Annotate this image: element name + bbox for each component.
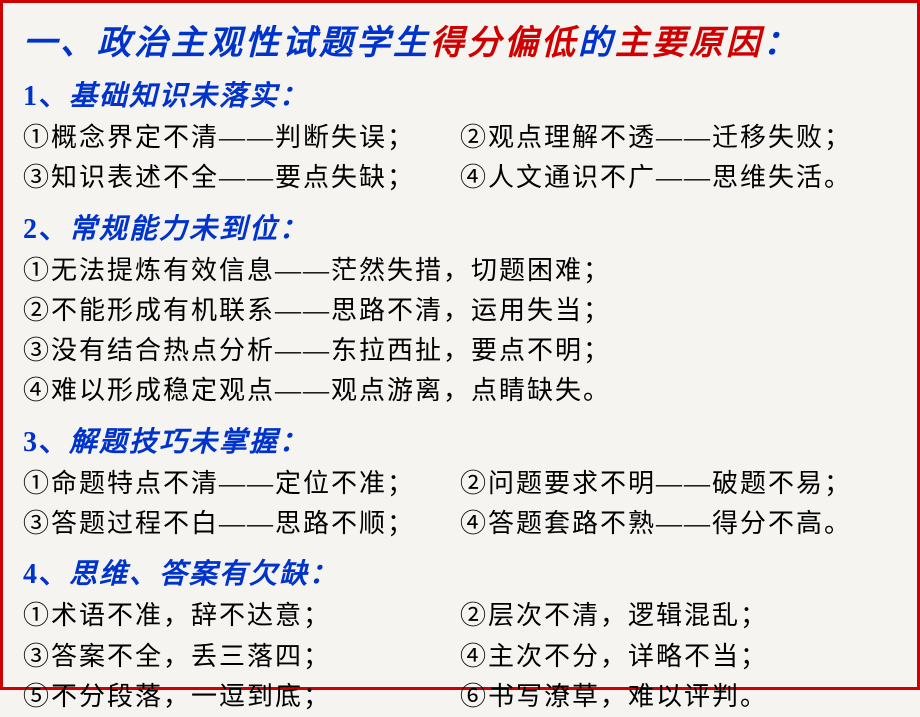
section-4-row-2: ③答案不全，丢三落四； ④主次不分，详略不当； <box>23 637 897 677</box>
section-4-item-1: ①术语不准，辞不达意； <box>23 596 460 636</box>
title-colon: ： <box>763 25 800 62</box>
section-1-heading: 1、基础知识未落实： <box>23 74 897 114</box>
title-part2: 得分偏低 <box>430 25 578 62</box>
section-4-item-5: ⑤不分段落，一逗到底； <box>23 677 460 717</box>
section-1-row-1: ①概念界定不清——判断失误； ②观点理解不透——迁移失败； <box>23 118 897 158</box>
section-1-title: 基础知识未落实： <box>69 81 309 112</box>
section-3-number: 3、 <box>23 427 69 458</box>
title-part3: 的 <box>578 25 615 62</box>
section-3-item-4: ④答题套路不熟——得分不高。 <box>460 504 897 544</box>
section-1-number: 1、 <box>23 81 69 112</box>
section-2-line-2: ②不能形成有机联系——思路不清，运用失当； <box>23 291 897 331</box>
section-4-item-6: ⑥书写潦草，难以评判。 <box>460 677 897 717</box>
title-part4: 主要原因 <box>615 25 763 62</box>
section-2-title: 常规能力未到位： <box>69 214 309 245</box>
main-title: 一、政治主观性试题学生得分偏低的主要原因： <box>23 15 897 64</box>
section-4-item-3: ③答案不全，丢三落四； <box>23 637 460 677</box>
section-4-row-3: ⑤不分段落，一逗到底； ⑥书写潦草，难以评判。 <box>23 677 897 717</box>
section-3-heading: 3、解题技巧未掌握： <box>23 420 897 460</box>
section-2-heading: 2、常规能力未到位： <box>23 207 897 247</box>
section-1-item-3: ③知识表述不全——要点失缺； <box>23 158 460 198</box>
section-2-number: 2、 <box>23 214 69 245</box>
section-3-item-1: ①命题特点不清——定位不准； <box>23 464 460 504</box>
section-2-line-4: ④难以形成稳定观点——观点游离，点睛缺失。 <box>23 371 897 411</box>
title-prefix: 一、 <box>23 25 97 62</box>
section-1-item-1: ①概念界定不清——判断失误； <box>23 118 460 158</box>
section-4-heading: 4、思维、答案有欠缺： <box>23 552 897 592</box>
section-4-item-2: ②层次不清，逻辑混乱； <box>460 596 897 636</box>
section-4-title: 思维、答案有欠缺： <box>69 559 339 590</box>
section-1-item-4: ④人文通识不广——思维失活。 <box>460 158 897 198</box>
section-1-row-2: ③知识表述不全——要点失缺； ④人文通识不广——思维失活。 <box>23 158 897 198</box>
section-1-item-2: ②观点理解不透——迁移失败； <box>460 118 897 158</box>
section-3-row-1: ①命题特点不清——定位不准； ②问题要求不明——破题不易； <box>23 464 897 504</box>
section-3-item-2: ②问题要求不明——破题不易； <box>460 464 897 504</box>
section-2-line-3: ③没有结合热点分析——东拉西扯，要点不明； <box>23 331 897 371</box>
section-4-row-1: ①术语不准，辞不达意； ②层次不清，逻辑混乱； <box>23 596 897 636</box>
section-3-row-2: ③答题过程不白——思路不顺； ④答题套路不熟——得分不高。 <box>23 504 897 544</box>
section-4-item-4: ④主次不分，详略不当； <box>460 637 897 677</box>
section-3-item-3: ③答题过程不白——思路不顺； <box>23 504 460 544</box>
title-part1: 政治主观性试题学生 <box>97 25 430 62</box>
section-4-number: 4、 <box>23 559 69 590</box>
section-2-line-1: ①无法提炼有效信息——茫然失措，切题困难； <box>23 251 897 291</box>
section-3-title: 解题技巧未掌握： <box>69 427 309 458</box>
